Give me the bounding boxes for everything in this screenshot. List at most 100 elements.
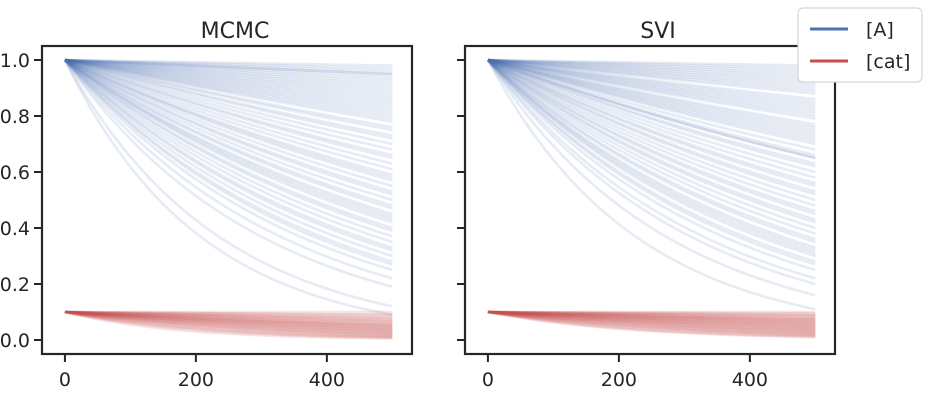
mcmc-a-line-33 <box>64 58 393 179</box>
svi-cat-line-17 <box>487 310 816 328</box>
svi-cat-line-1 <box>487 310 816 315</box>
svi-a-line-4 <box>487 58 816 79</box>
mcmc-cat-line-5 <box>64 310 393 321</box>
svi-a-line-39 <box>487 58 816 202</box>
svi-cat-line-27 <box>487 310 816 335</box>
mcmc-cat-line-18 <box>64 310 393 331</box>
svi-a-line-7 <box>487 58 816 87</box>
mcmc-a-line-39 <box>64 58 393 207</box>
mcmc-a-line-56 <box>63 59 393 289</box>
svi-cat-line-5 <box>487 310 816 319</box>
svi-a-line-9 <box>487 58 816 93</box>
mcmc-ytick-label-0: 0.0 <box>0 330 30 352</box>
mcmc-cat-line-30 <box>64 310 393 340</box>
mcmc-cat-line-12 <box>64 310 393 327</box>
svi-cat-line-16 <box>487 310 816 327</box>
svi-a-line-59 <box>486 59 816 311</box>
svi-a-line-41 <box>487 58 816 213</box>
svi-a-line-40 <box>487 58 816 207</box>
svi-a-line-42 <box>487 58 816 216</box>
svi-a-line-55 <box>486 59 816 272</box>
svi-cat-line-23 <box>487 310 816 332</box>
mcmc-a-line-36 <box>64 58 393 193</box>
svi-cat-line-12 <box>487 310 816 324</box>
svi-a-line-10 <box>487 58 816 95</box>
svi-a-line-36 <box>487 58 816 188</box>
svi-a-line-20 <box>487 58 816 129</box>
mcmc-a-line-16 <box>64 58 393 109</box>
mcmc-cat-line-9 <box>64 310 393 325</box>
svi-a-line-51 <box>487 59 816 255</box>
mcmc-axes-ticks: 0 200 400 0.0 0.2 0.4 0.6 0.8 1.0 <box>0 50 345 391</box>
mcmc-a-line-51 <box>63 59 393 258</box>
mcmc-a-line-1 <box>64 58 393 70</box>
mcmc-cat-line-14 <box>64 310 393 328</box>
mcmc-a-line-11 <box>64 58 393 95</box>
mcmc-ytick-label-3: 0.6 <box>0 162 30 184</box>
mcmc-cat-line-31 <box>64 310 393 340</box>
svi-cat-line-15 <box>487 310 816 326</box>
svi-a-line-6 <box>487 58 816 84</box>
svi-a-line-22 <box>487 58 816 135</box>
mcmc-cat-line-29 <box>64 310 393 339</box>
svi-a-line-28 <box>487 58 816 157</box>
svi-a-line-58 <box>486 59 816 297</box>
mcmc-cat-line-26 <box>64 310 393 337</box>
mcmc-cat-line-22 <box>64 310 393 334</box>
mcmc-axes-frame <box>40 44 414 356</box>
svi-a-line-53 <box>486 59 816 263</box>
mcmc-a-line-53 <box>63 59 393 266</box>
mcmc-a-line-21 <box>64 58 393 123</box>
mcmc-xtick-label-0: 0 <box>59 369 71 391</box>
mcmc-a-line-7 <box>64 58 393 84</box>
svi-cat-line-6 <box>487 310 816 320</box>
mcmc-a-line-9 <box>64 58 393 90</box>
svi-a-line-38 <box>487 58 816 196</box>
svi-a-line-26 <box>487 58 816 146</box>
mcmc-a-line-14 <box>64 58 393 104</box>
mcmc-a-line-31 <box>64 58 393 171</box>
svi-a-line-35 <box>487 58 816 185</box>
svi-a-line-43 <box>487 58 816 221</box>
mcmc-a-line-58 <box>63 59 393 317</box>
svi-xtick-label-0: 0 <box>482 369 494 391</box>
svi-axes-ticks: 0 200 400 <box>457 59 768 391</box>
svi-a-line-46 <box>487 58 816 235</box>
svi-a-line-33 <box>487 58 816 174</box>
mcmc-cat-line-27 <box>64 310 393 338</box>
mcmc-a-line-45 <box>64 58 393 230</box>
svi-a-line-32 <box>487 58 816 168</box>
mcmc-ytick-label-2: 0.4 <box>0 218 30 240</box>
svi-a-line-8 <box>487 58 816 90</box>
svi-a-line-54 <box>486 59 816 266</box>
mcmc-a-line-55 <box>63 59 393 280</box>
svi-title: SVI <box>640 19 676 44</box>
svi-cat-line-26 <box>487 310 816 334</box>
mcmc-a-line-38 <box>64 58 393 202</box>
svi-a-line-29 <box>487 58 816 160</box>
mcmc-a-line-6 <box>64 58 393 81</box>
svi-cat-line-29 <box>487 310 816 336</box>
svi-cat-line-24 <box>487 310 816 333</box>
mcmc-cat-line-4 <box>64 310 393 319</box>
mcmc-a-line-25 <box>64 58 393 140</box>
svi-a-line-1 <box>487 58 816 70</box>
svi-cat-line-25 <box>487 310 816 333</box>
svi-a-line-34 <box>487 58 816 179</box>
svi-a-line-56 <box>486 59 816 280</box>
legend-label-a: [A] <box>866 19 894 41</box>
mcmc-cat-line-25 <box>64 310 393 336</box>
mcmc-a-line-22 <box>64 58 393 129</box>
mcmc-a-line-47 <box>64 59 393 238</box>
mcmc-cat-line-19 <box>64 310 393 332</box>
mcmc-a-line-32 <box>64 58 393 177</box>
svi-cat-line-33 <box>487 310 816 339</box>
mcmc-a-line-20 <box>64 58 393 121</box>
svi-a-line-11 <box>487 58 816 101</box>
svi-axes-frame <box>463 44 837 356</box>
mcmc-a-line-17 <box>64 58 393 112</box>
mcmc-cat-line-23 <box>64 310 393 335</box>
mcmc-a-line-52 <box>63 59 393 263</box>
mcmc-cat-line-1 <box>64 310 393 317</box>
